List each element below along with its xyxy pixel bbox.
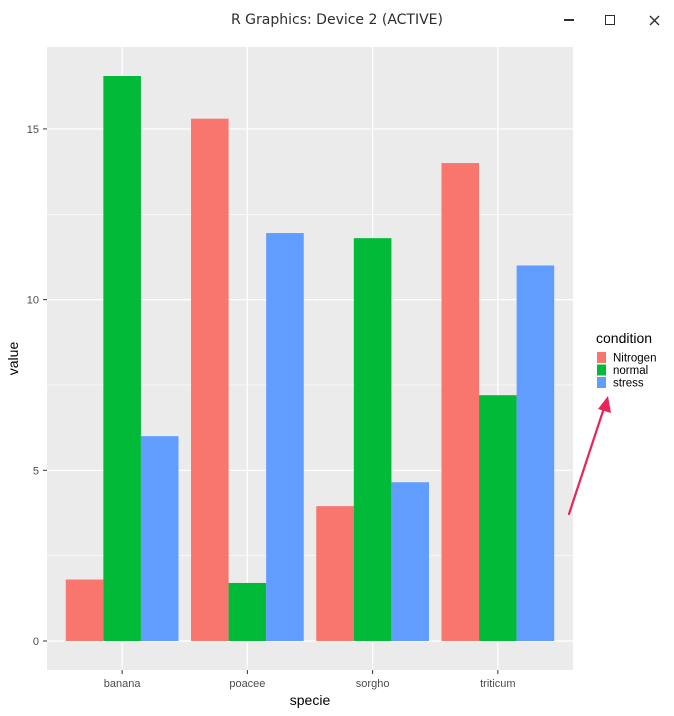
legend-key-normal — [597, 364, 606, 376]
close-icon — [649, 15, 659, 25]
y-tick-label: 15 — [27, 124, 39, 136]
window-title: R Graphics: Device 2 (ACTIVE) — [231, 12, 443, 28]
bar-triticum-stress — [516, 265, 555, 641]
legend-label: stress — [613, 378, 644, 390]
minimize-icon — [564, 19, 574, 21]
y-axis-title: value — [5, 342, 21, 376]
bar-banana-normal — [103, 76, 141, 641]
x-tick-label: poacee — [229, 678, 265, 690]
bar-poacee-normal — [228, 582, 267, 641]
bar-triticum-Nitrogen — [441, 163, 480, 641]
minimize-button[interactable] — [557, 8, 581, 32]
legend-title: condition — [596, 330, 652, 346]
bar-banana-Nitrogen — [65, 579, 104, 641]
arrow-annotation — [567, 396, 611, 516]
close-button[interactable] — [642, 8, 666, 32]
y-tick-label: 10 — [27, 295, 39, 307]
x-tick-label: sorgho — [356, 678, 390, 690]
x-axis: banana poacee sorgho triticum — [104, 670, 516, 690]
maximize-icon — [605, 15, 615, 25]
arrow-shaft — [567, 406, 606, 516]
legend-label: Nitrogen — [613, 353, 656, 365]
arrow-head — [598, 396, 611, 413]
legend-label: normal — [613, 365, 648, 377]
x-tick-label: banana — [104, 678, 142, 690]
window-titlebar: R Graphics: Device 2 (ACTIVE) — [0, 0, 674, 40]
x-tick-label: triticum — [480, 678, 515, 690]
y-tick-label: 5 — [33, 465, 39, 477]
legend-key-Nitrogen — [597, 352, 606, 363]
bar-triticum-normal — [479, 395, 517, 641]
bars — [65, 76, 555, 641]
bar-poacee-stress — [266, 233, 304, 641]
maximize-button[interactable] — [598, 8, 622, 32]
legend-key-stress — [597, 377, 606, 388]
bar-sorgho-stress — [391, 482, 429, 641]
bar-banana-stress — [140, 436, 179, 641]
bar-poacee-Nitrogen — [191, 118, 229, 641]
y-axis: 0 5 10 15 — [27, 124, 47, 648]
x-axis-title: specie — [290, 692, 331, 708]
y-tick-label: 0 — [33, 636, 39, 648]
bar-sorgho-normal — [353, 238, 392, 641]
bar-sorgho-Nitrogen — [316, 506, 354, 641]
